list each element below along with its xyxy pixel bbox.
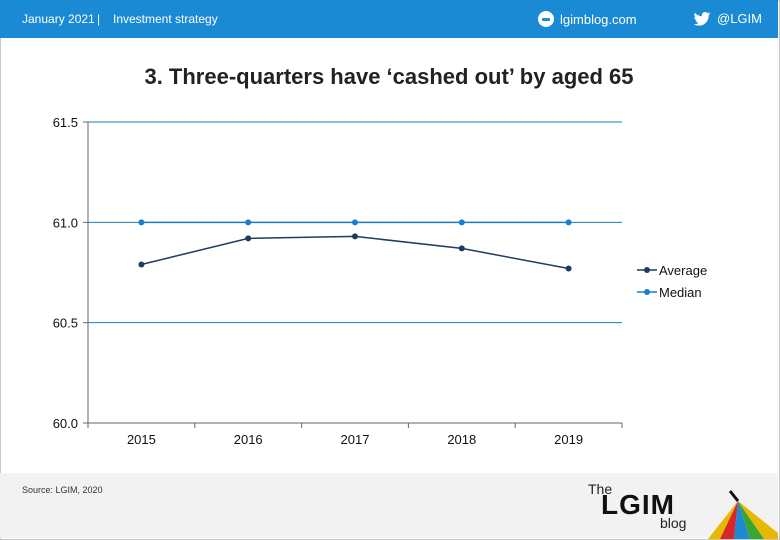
site-link[interactable]: lgimblog.com <box>538 11 637 27</box>
umbrella-icon <box>708 490 778 539</box>
chart-title: 3. Three-quarters have ‘cashed out’ by a… <box>144 64 634 89</box>
point-average-2016 <box>245 235 252 242</box>
point-median-2015 <box>138 219 145 226</box>
globe-icon <box>538 11 554 27</box>
point-median-2019 <box>565 219 572 226</box>
point-average-2019 <box>565 265 572 272</box>
header-section: Investment strategy <box>113 12 218 26</box>
point-average-2015 <box>138 261 145 268</box>
source-note: Source: LGIM, 2020 <box>22 485 103 495</box>
legend-marker-median <box>644 289 650 295</box>
legend-label-median: Median <box>659 285 702 300</box>
point-average-2017 <box>352 233 358 240</box>
y-tick-label-3: 61.5 <box>53 115 78 130</box>
legend-marker-average <box>644 267 650 273</box>
point-median-2016 <box>245 219 252 226</box>
legend-label-average: Average <box>659 263 707 278</box>
lgim-blog-logo[interactable]: The LGIM blog <box>588 481 778 539</box>
site-label: lgimblog.com <box>560 11 637 27</box>
line-chart: 60.0 60.5 61.0 61.5 2015 2016 2017 2018 2019 Aver… <box>53 115 708 447</box>
logo-the: The <box>588 481 613 497</box>
series-line-average <box>141 235 569 270</box>
logo-lgim: LGIM <box>601 489 675 520</box>
point-median-2018 <box>458 219 465 226</box>
footer-band <box>0 473 778 538</box>
twitter-label: @LGIM <box>717 11 762 26</box>
y-tick-label-2: 61.0 <box>53 215 78 230</box>
x-tick-label-2: 2017 <box>341 432 370 447</box>
x-tick-label-1: 2016 <box>234 432 263 447</box>
y-tick-label-0: 60.0 <box>53 416 78 431</box>
logo-blog: blog <box>660 515 687 531</box>
x-tick-label-3: 2018 <box>447 432 476 447</box>
x-tick-label-0: 2015 <box>127 432 156 447</box>
point-average-2018 <box>458 245 465 252</box>
point-median-2017 <box>352 219 358 226</box>
header-bar: January 2021 | Investment strategy lgimb… <box>0 0 778 38</box>
x-tick-label-4: 2019 <box>554 432 583 447</box>
twitter-icon <box>693 11 711 26</box>
header-separator: | <box>97 12 101 26</box>
y-tick-label-1: 60.5 <box>53 316 78 331</box>
twitter-link[interactable]: @LGIM <box>693 11 762 26</box>
header-date: January 2021 <box>22 12 95 26</box>
